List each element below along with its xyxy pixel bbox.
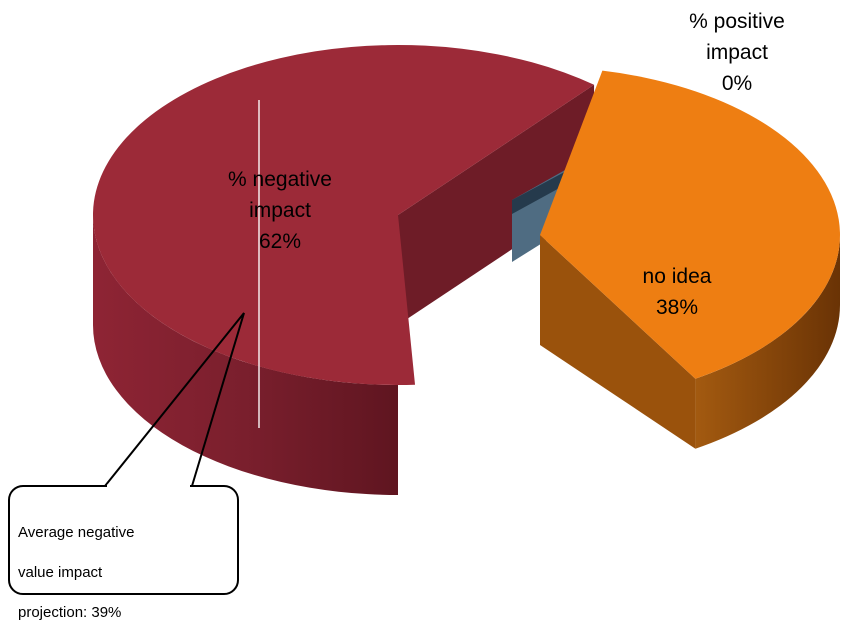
slice-positive-edge — [512, 168, 574, 214]
slice-negative-cut-wall — [398, 84, 595, 325]
label-positive-line-3: 0% — [722, 72, 752, 95]
label-positive-line-1: % positive — [689, 10, 785, 33]
label-positive-line-2: impact — [706, 41, 768, 64]
slice-noidea-top — [540, 70, 841, 379]
label-noidea-line-2: 38% — [656, 296, 698, 319]
slice-noidea-side — [695, 235, 840, 449]
label-negative-line-1: % negative — [228, 168, 332, 191]
callout-line-2: value impact — [18, 564, 103, 581]
slice-noidea-cut-wall — [540, 235, 696, 449]
callout-line-3: projection: 39% — [18, 604, 122, 621]
callout-annotation-text: Average negative value impact projection… — [18, 503, 208, 623]
callout-line-1: Average negative — [18, 524, 135, 541]
label-negative-line-2: impact — [249, 199, 311, 222]
callout-pointer — [104, 312, 245, 487]
slice-negative-top — [93, 45, 595, 385]
pie-chart: % negative impact 62% % positive impact 0% no … — [8, 10, 841, 621]
pie-chart-canvas: % negative impact 62% % positive impact 0% no … — [8, 10, 841, 595]
label-negative-line-3: 62% — [259, 230, 301, 253]
slice-negative-side — [93, 215, 398, 495]
label-noidea-line-1: no idea — [643, 265, 712, 288]
